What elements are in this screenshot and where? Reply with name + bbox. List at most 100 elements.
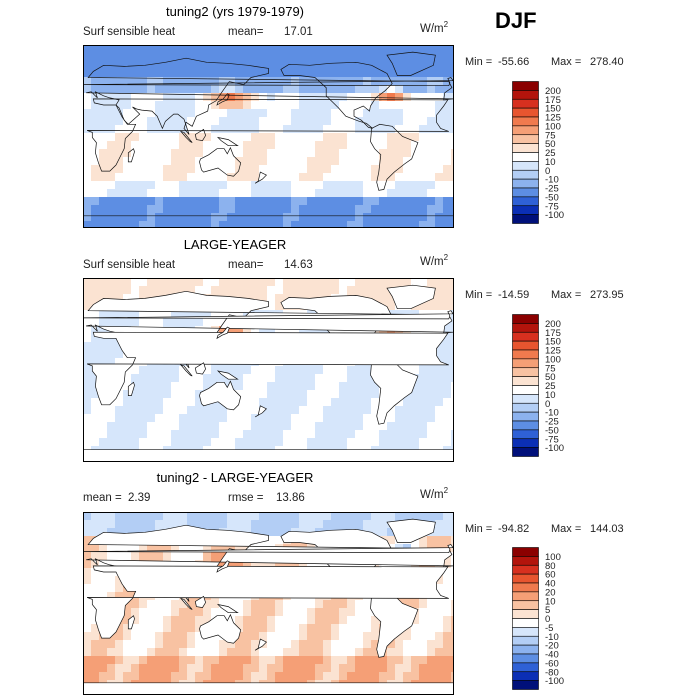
- field-cell: [123, 157, 132, 166]
- field-cell: [131, 101, 140, 110]
- mean-label: mean =: [83, 492, 122, 504]
- field-cell: [419, 181, 428, 190]
- field-cell: [179, 664, 188, 673]
- field-cell: [195, 141, 204, 150]
- field-cell: [115, 93, 124, 102]
- field-cell: [331, 600, 340, 609]
- field-cell: [123, 672, 132, 681]
- field-cell: [299, 165, 308, 174]
- field-cell: [443, 592, 452, 601]
- field-cell: [195, 414, 204, 423]
- field-cell: [123, 221, 132, 228]
- field-cell: [451, 552, 454, 561]
- field-cell: [331, 221, 340, 228]
- field-cell: [211, 310, 220, 319]
- field-cell: [411, 197, 420, 206]
- field-cell: [203, 109, 212, 118]
- field-cell: [259, 181, 268, 190]
- field-cell: [203, 189, 212, 198]
- field-cell: [275, 165, 284, 174]
- field-cell: [323, 648, 332, 657]
- field-cell: [163, 77, 172, 86]
- field-cell: [235, 45, 244, 54]
- field-cell: [187, 173, 196, 182]
- field-cell: [267, 181, 276, 190]
- field-cell: [331, 205, 340, 214]
- field-cell: [195, 632, 204, 641]
- field-cell: [443, 406, 452, 415]
- field-cell: [403, 197, 412, 206]
- field-cell: [315, 624, 324, 633]
- field-cell: [419, 165, 428, 174]
- field-cell: [179, 608, 188, 617]
- field-cell: [427, 157, 436, 166]
- field-cell: [395, 213, 404, 222]
- field-cell: [363, 157, 372, 166]
- field-cell: [195, 624, 204, 633]
- field-cell: [147, 390, 156, 399]
- field-cell: [443, 608, 452, 617]
- field-cell: [395, 438, 404, 447]
- field-cell: [411, 422, 420, 431]
- field-cell: [211, 181, 220, 190]
- field-cell: [451, 69, 454, 78]
- field-cell: [435, 141, 444, 150]
- field-cell: [211, 125, 220, 134]
- field-cell: [427, 366, 436, 375]
- field-cell: [211, 85, 220, 94]
- field-cell: [299, 512, 308, 521]
- coastline: [216, 370, 239, 380]
- field-cell: [331, 181, 340, 190]
- field-cell: [219, 430, 228, 439]
- field-cell: [211, 93, 220, 102]
- field-cell: [307, 632, 316, 641]
- field-cell: [171, 53, 180, 62]
- field-cell: [411, 101, 420, 110]
- field-cell: [219, 181, 228, 190]
- field-cell: [435, 520, 444, 529]
- field-cell: [443, 93, 452, 102]
- field-cell: [411, 616, 420, 625]
- field-cell: [435, 576, 444, 585]
- field-cell: [411, 648, 420, 657]
- field-cell: [427, 430, 436, 439]
- field-cell: [99, 221, 108, 228]
- field-cell: [259, 294, 268, 303]
- field-cell: [99, 197, 108, 206]
- field-cell: [163, 632, 172, 641]
- field-cell: [347, 374, 356, 383]
- field-cell: [139, 221, 148, 228]
- field-cell: [131, 600, 140, 609]
- field-cell: [115, 528, 124, 537]
- field-cell: [179, 512, 188, 521]
- field-cell: [211, 520, 220, 529]
- field-cell: [259, 390, 268, 399]
- field-cell: [107, 294, 116, 303]
- field-cell: [395, 205, 404, 214]
- field-cell: [163, 422, 172, 431]
- field-cell: [291, 672, 300, 681]
- field-cell: [251, 141, 260, 150]
- field-cell: [227, 406, 236, 415]
- field-cell: [131, 310, 140, 319]
- field-cell: [99, 512, 108, 521]
- field-cell: [155, 552, 164, 561]
- field-cell: [291, 149, 300, 158]
- field-cell: [243, 672, 252, 681]
- field-cell: [163, 406, 172, 415]
- field-cell: [331, 632, 340, 641]
- field-cell: [379, 213, 388, 222]
- field-cell: [307, 149, 316, 158]
- field-cell: [331, 61, 340, 70]
- field-cell: [171, 398, 180, 407]
- field-cell: [339, 278, 348, 287]
- field-cell: [371, 286, 380, 295]
- field-cell: [299, 45, 308, 54]
- field-cell: [275, 197, 284, 206]
- field-cell: [411, 45, 420, 54]
- field-cell: [179, 157, 188, 166]
- field-cell: [171, 624, 180, 633]
- field-cell: [403, 221, 412, 228]
- field-cell: [243, 406, 252, 415]
- field-cell: [163, 318, 172, 327]
